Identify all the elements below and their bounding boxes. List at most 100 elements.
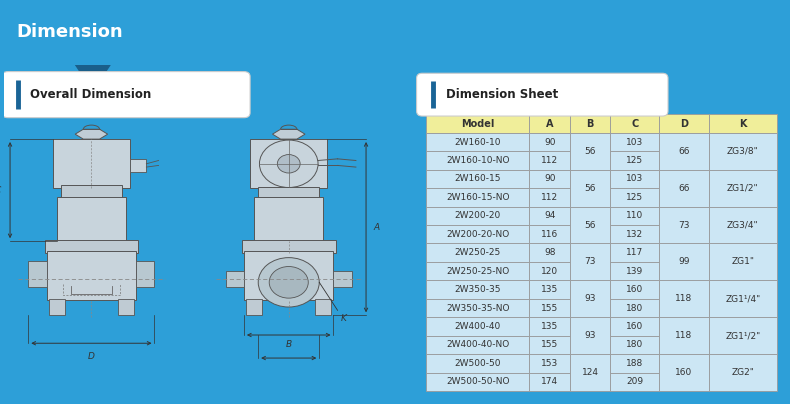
Text: ZG2": ZG2" bbox=[732, 368, 754, 377]
Bar bbox=[529, 151, 570, 170]
Text: 56: 56 bbox=[585, 147, 596, 156]
Bar bbox=[570, 206, 610, 244]
Text: 188: 188 bbox=[626, 359, 643, 368]
FancyBboxPatch shape bbox=[2, 72, 250, 118]
Text: C: C bbox=[0, 185, 1, 195]
Bar bbox=[610, 317, 660, 336]
Text: 73: 73 bbox=[585, 257, 596, 266]
Bar bbox=[610, 225, 660, 244]
Bar bbox=[610, 188, 660, 206]
Text: 2W160-15-NO: 2W160-15-NO bbox=[446, 193, 510, 202]
Text: ZG1¹/2": ZG1¹/2" bbox=[725, 331, 761, 340]
Text: 135: 135 bbox=[541, 285, 559, 294]
Bar bbox=[610, 133, 660, 151]
Bar bbox=[426, 354, 529, 372]
Text: 2W250-25: 2W250-25 bbox=[454, 248, 501, 257]
Text: 56: 56 bbox=[585, 221, 596, 229]
Bar bbox=[426, 299, 529, 317]
Bar bbox=[709, 317, 777, 354]
Text: 93: 93 bbox=[585, 331, 596, 340]
Text: ZG1": ZG1" bbox=[732, 257, 754, 266]
Text: 73: 73 bbox=[679, 221, 690, 229]
FancyBboxPatch shape bbox=[53, 139, 130, 189]
FancyBboxPatch shape bbox=[258, 187, 319, 198]
Bar bbox=[426, 225, 529, 244]
Text: 155: 155 bbox=[541, 303, 559, 313]
Bar bbox=[529, 188, 570, 206]
Bar bbox=[426, 372, 529, 391]
Bar bbox=[529, 336, 570, 354]
Bar bbox=[610, 336, 660, 354]
Bar bbox=[426, 244, 529, 262]
FancyBboxPatch shape bbox=[130, 159, 146, 172]
FancyBboxPatch shape bbox=[47, 251, 136, 301]
Text: ZG3/4": ZG3/4" bbox=[727, 221, 758, 229]
FancyBboxPatch shape bbox=[49, 299, 65, 315]
FancyBboxPatch shape bbox=[254, 197, 323, 241]
Text: 112: 112 bbox=[541, 193, 559, 202]
FancyBboxPatch shape bbox=[57, 197, 126, 241]
FancyBboxPatch shape bbox=[45, 240, 138, 252]
Bar bbox=[570, 280, 610, 317]
Polygon shape bbox=[75, 129, 107, 139]
Bar bbox=[610, 206, 660, 225]
Bar bbox=[570, 354, 610, 391]
Bar bbox=[529, 354, 570, 372]
Text: 2W160-10: 2W160-10 bbox=[454, 137, 501, 147]
Text: 2W160-10-NO: 2W160-10-NO bbox=[446, 156, 510, 165]
Text: 110: 110 bbox=[626, 211, 643, 220]
Text: 2W200-20-NO: 2W200-20-NO bbox=[446, 230, 510, 239]
Text: 2W350-35: 2W350-35 bbox=[454, 285, 501, 294]
Text: 2W500-50: 2W500-50 bbox=[454, 359, 501, 368]
Text: D: D bbox=[88, 352, 95, 361]
Bar bbox=[660, 354, 709, 391]
FancyBboxPatch shape bbox=[28, 261, 47, 287]
Text: Dimension: Dimension bbox=[17, 23, 123, 41]
Bar bbox=[570, 133, 610, 170]
Text: 116: 116 bbox=[541, 230, 559, 239]
Text: 117: 117 bbox=[626, 248, 643, 257]
Text: 209: 209 bbox=[626, 377, 643, 386]
Text: D: D bbox=[680, 119, 688, 128]
Text: 2W200-20: 2W200-20 bbox=[454, 211, 501, 220]
Bar bbox=[610, 299, 660, 317]
Bar bbox=[709, 354, 777, 391]
FancyBboxPatch shape bbox=[250, 139, 327, 189]
Text: 2W160-15: 2W160-15 bbox=[454, 175, 501, 183]
Bar bbox=[709, 170, 777, 206]
Text: ZG3/8": ZG3/8" bbox=[727, 147, 758, 156]
Bar bbox=[529, 114, 570, 133]
Bar bbox=[660, 244, 709, 280]
Bar bbox=[570, 170, 610, 206]
Circle shape bbox=[277, 155, 300, 173]
Text: ZG1¹/4": ZG1¹/4" bbox=[725, 294, 761, 303]
Bar bbox=[660, 206, 709, 244]
Text: 90: 90 bbox=[544, 137, 555, 147]
Bar bbox=[529, 244, 570, 262]
Text: A: A bbox=[373, 223, 379, 232]
Bar bbox=[426, 317, 529, 336]
Bar bbox=[426, 188, 529, 206]
Bar bbox=[529, 262, 570, 280]
Polygon shape bbox=[273, 129, 305, 139]
Text: 160: 160 bbox=[626, 322, 643, 331]
Bar bbox=[610, 354, 660, 372]
Text: 118: 118 bbox=[675, 331, 693, 340]
Text: 90: 90 bbox=[544, 175, 555, 183]
Text: 124: 124 bbox=[581, 368, 599, 377]
FancyBboxPatch shape bbox=[242, 240, 336, 252]
Text: 125: 125 bbox=[626, 156, 643, 165]
Text: 139: 139 bbox=[626, 267, 643, 276]
Text: 2W250-25-NO: 2W250-25-NO bbox=[446, 267, 510, 276]
Bar bbox=[660, 280, 709, 317]
Text: 2W500-50-NO: 2W500-50-NO bbox=[446, 377, 510, 386]
Text: 180: 180 bbox=[626, 303, 643, 313]
Bar bbox=[610, 262, 660, 280]
Bar bbox=[426, 170, 529, 188]
Text: 180: 180 bbox=[626, 341, 643, 349]
Bar bbox=[610, 170, 660, 188]
Text: 103: 103 bbox=[626, 137, 643, 147]
Bar bbox=[709, 244, 777, 280]
Bar bbox=[610, 114, 660, 133]
Text: 56: 56 bbox=[585, 184, 596, 193]
